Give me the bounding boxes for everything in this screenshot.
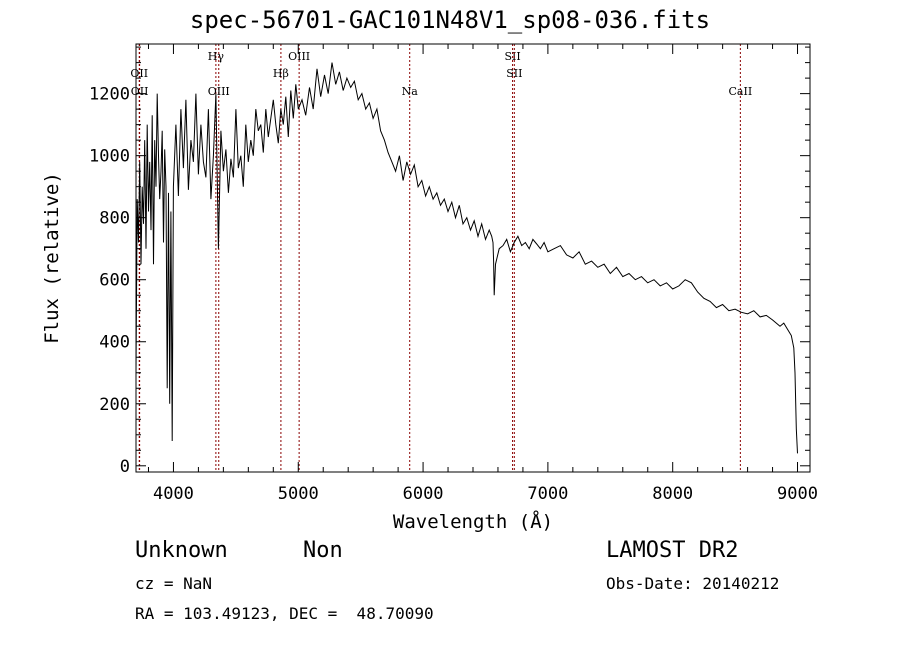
redshift-cz: cz = NaN bbox=[135, 574, 213, 593]
marker-label-6: Na bbox=[402, 85, 419, 98]
marker-label-4: Hβ bbox=[273, 67, 289, 80]
y-tick-label: 600 bbox=[99, 271, 130, 291]
y-tick-label: 1200 bbox=[89, 85, 130, 105]
x-tick-label: 8000 bbox=[652, 484, 693, 504]
x-tick-label: 4000 bbox=[153, 484, 194, 504]
coordinates: RA = 103.49123, DEC = 48.70090 bbox=[135, 604, 434, 623]
y-tick-label: 800 bbox=[99, 209, 130, 229]
survey-name: LAMOST DR2 bbox=[606, 538, 739, 563]
marker-label-8: SII bbox=[506, 67, 522, 80]
marker-label-2: Hγ bbox=[208, 50, 225, 63]
y-tick-label: 1000 bbox=[89, 147, 130, 167]
x-axis-label: Wavelength (Å) bbox=[393, 510, 553, 533]
marker-label-9: CaII bbox=[729, 85, 753, 98]
x-tick-label: 7000 bbox=[527, 484, 568, 504]
x-tick-label: 6000 bbox=[403, 484, 444, 504]
series-line bbox=[135, 62, 798, 454]
marker-label-5: OIII bbox=[288, 50, 310, 63]
x-tick-label: 9000 bbox=[777, 484, 818, 504]
y-tick-label: 200 bbox=[99, 395, 130, 415]
plot-frame bbox=[135, 43, 811, 473]
y-axis-label: Flux (relative) bbox=[41, 172, 63, 344]
line-markers: OIIOIIHγOIIIHβOIIINaSIISIICaII bbox=[130, 44, 752, 472]
marker-label-1: OII bbox=[131, 85, 149, 98]
chart-title: spec-56701-GAC101N48V1_sp08-036.fits bbox=[189, 6, 711, 34]
marker-label-7: SII bbox=[504, 50, 520, 63]
x-tick-label: 5000 bbox=[278, 484, 319, 504]
object-class: Unknown bbox=[135, 538, 228, 563]
y-tick-label: 400 bbox=[99, 333, 130, 353]
y-tick-label: 0 bbox=[120, 457, 130, 477]
marker-label-3: OIII bbox=[208, 85, 230, 98]
axis-ticks: 4000 5000 6000 7000 8000 9000 0 200 400 600 800 100… bbox=[89, 44, 818, 504]
object-subclass: Non bbox=[303, 538, 343, 563]
obs-date: Obs-Date: 20140212 bbox=[606, 574, 780, 593]
